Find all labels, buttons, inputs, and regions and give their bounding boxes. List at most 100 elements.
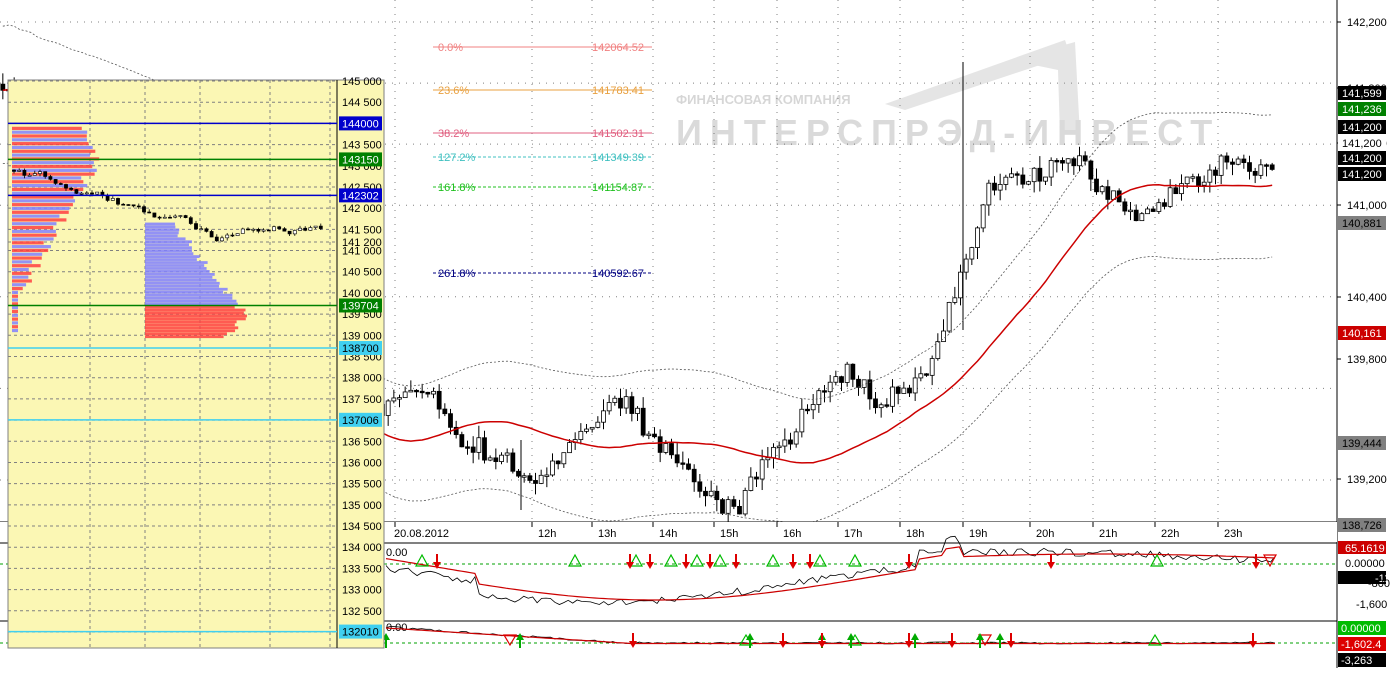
candle-body — [997, 184, 1003, 191]
candle-body — [640, 407, 646, 436]
fib-percent: 0.0% — [438, 42, 463, 54]
fib-level[interactable]: 161.8% 141154.87 — [433, 182, 652, 194]
candle-body — [1122, 201, 1128, 212]
indicator-axis-label: -1,600 — [1356, 599, 1387, 611]
signal-triangle-up — [1147, 633, 1163, 646]
candle-body — [935, 341, 941, 359]
overlay-candle-body — [282, 228, 287, 232]
overlay-level-tag-text: 138700 — [342, 343, 379, 355]
candle — [561, 452, 567, 468]
candle-body — [969, 247, 975, 260]
candle-body — [1269, 164, 1275, 170]
profile-bar — [12, 294, 18, 298]
overlay-price-label: 139 000 — [342, 330, 382, 342]
fib-level[interactable]: 38.2% 141502.31 — [433, 128, 652, 140]
buy-arrow-head — [911, 633, 919, 640]
buy-arrow — [746, 633, 754, 648]
candle-body — [714, 490, 720, 501]
signal-triangle-up — [712, 553, 728, 567]
price-axis-label: 142,200 — [1347, 17, 1387, 29]
candle — [555, 460, 561, 470]
candle-body — [861, 379, 867, 388]
candle — [431, 387, 436, 399]
candle-body — [442, 408, 448, 415]
candle — [550, 453, 555, 477]
candle — [1241, 154, 1247, 169]
profile-bar — [12, 145, 93, 150]
buy-arrow-head — [847, 633, 855, 640]
overlay-price-label: 143 500 — [342, 140, 382, 152]
price-tag-bg — [1338, 167, 1386, 181]
overlay-price-label: 133 500 — [342, 563, 382, 575]
candle-body — [941, 330, 946, 343]
candle-body — [975, 227, 980, 248]
sell-arrow — [433, 554, 441, 569]
candle — [878, 402, 884, 418]
profile-bar — [12, 252, 43, 256]
candle-body — [918, 373, 924, 379]
profile-bar — [145, 314, 247, 318]
candle — [476, 425, 482, 460]
candle — [1009, 167, 1014, 179]
indicator-tag-text: -3,263 — [1341, 655, 1372, 667]
candle — [731, 495, 737, 510]
candle-body — [1190, 176, 1196, 179]
candle-body — [487, 457, 493, 461]
overlay-level[interactable]: 139704 — [8, 298, 382, 313]
candle — [448, 408, 453, 435]
fib-level[interactable]: 261.8% 140592.67 — [433, 268, 652, 280]
overlay-candle-body — [251, 228, 256, 231]
signal-triangle-up — [1149, 553, 1165, 567]
profile-bar — [12, 142, 89, 146]
candle — [385, 399, 391, 426]
fib-level[interactable]: 127.2% 141349.39 — [433, 152, 652, 164]
overlay-level[interactable]: 142302 — [8, 188, 382, 203]
candle-body — [612, 397, 618, 403]
indicator-tag-text: 0.00000 — [1341, 623, 1381, 635]
watermark-logo-shape — [1010, 42, 1080, 135]
candle-body — [856, 378, 861, 388]
indicator-tag: -11 — [1338, 571, 1390, 585]
signal-triangle-up — [765, 553, 781, 567]
profile-bar — [12, 164, 93, 169]
overlay-candle-body — [246, 228, 250, 231]
overlay-level[interactable]: 144000 — [8, 116, 382, 131]
overlay-candle-body — [74, 189, 79, 194]
fib-level[interactable]: 0.0% 142064.52 — [433, 42, 652, 54]
overlay-candle-body — [256, 228, 261, 232]
candle-body — [1201, 181, 1207, 186]
signal-triangle-up — [812, 553, 828, 567]
candle — [601, 399, 606, 430]
overlay-price-label: 137 500 — [342, 394, 382, 406]
candle-body — [1020, 174, 1026, 185]
candle — [929, 355, 935, 386]
candle-body — [669, 443, 674, 456]
candle — [1133, 204, 1139, 222]
overlay-level[interactable]: 143150 — [8, 152, 382, 167]
overlay-level[interactable]: 132010 — [8, 624, 382, 639]
price-tag-text: 141,236 — [1342, 104, 1382, 116]
overlay-level[interactable]: 137006 — [8, 412, 382, 427]
overlay-level[interactable]: 138700 — [8, 341, 382, 356]
candle-body — [674, 454, 680, 464]
candle-body — [1173, 187, 1179, 195]
overlay-candle-body — [168, 216, 172, 219]
indicator-axis-label: -800 — [1368, 578, 1390, 590]
candle-body — [1128, 209, 1133, 213]
candle — [1207, 164, 1213, 193]
profile-bar — [12, 199, 76, 203]
candle — [482, 430, 487, 464]
overlay-candle-body — [110, 198, 115, 201]
candle — [510, 448, 516, 474]
sell-arrow-head — [806, 562, 814, 569]
price-axis-label: 141,000 — [1347, 200, 1387, 212]
fib-level[interactable]: 23.6% 141783.41 — [433, 85, 652, 97]
candle-body — [748, 476, 754, 491]
candle — [538, 469, 544, 485]
indicator-panel-1[interactable]: 0.00 65.1619 0.00000 -11-800 -1,600 — [0, 535, 1390, 611]
overlay-price-label: 140 500 — [342, 267, 382, 279]
profile-bar — [12, 225, 54, 230]
profile-bar — [145, 305, 235, 309]
